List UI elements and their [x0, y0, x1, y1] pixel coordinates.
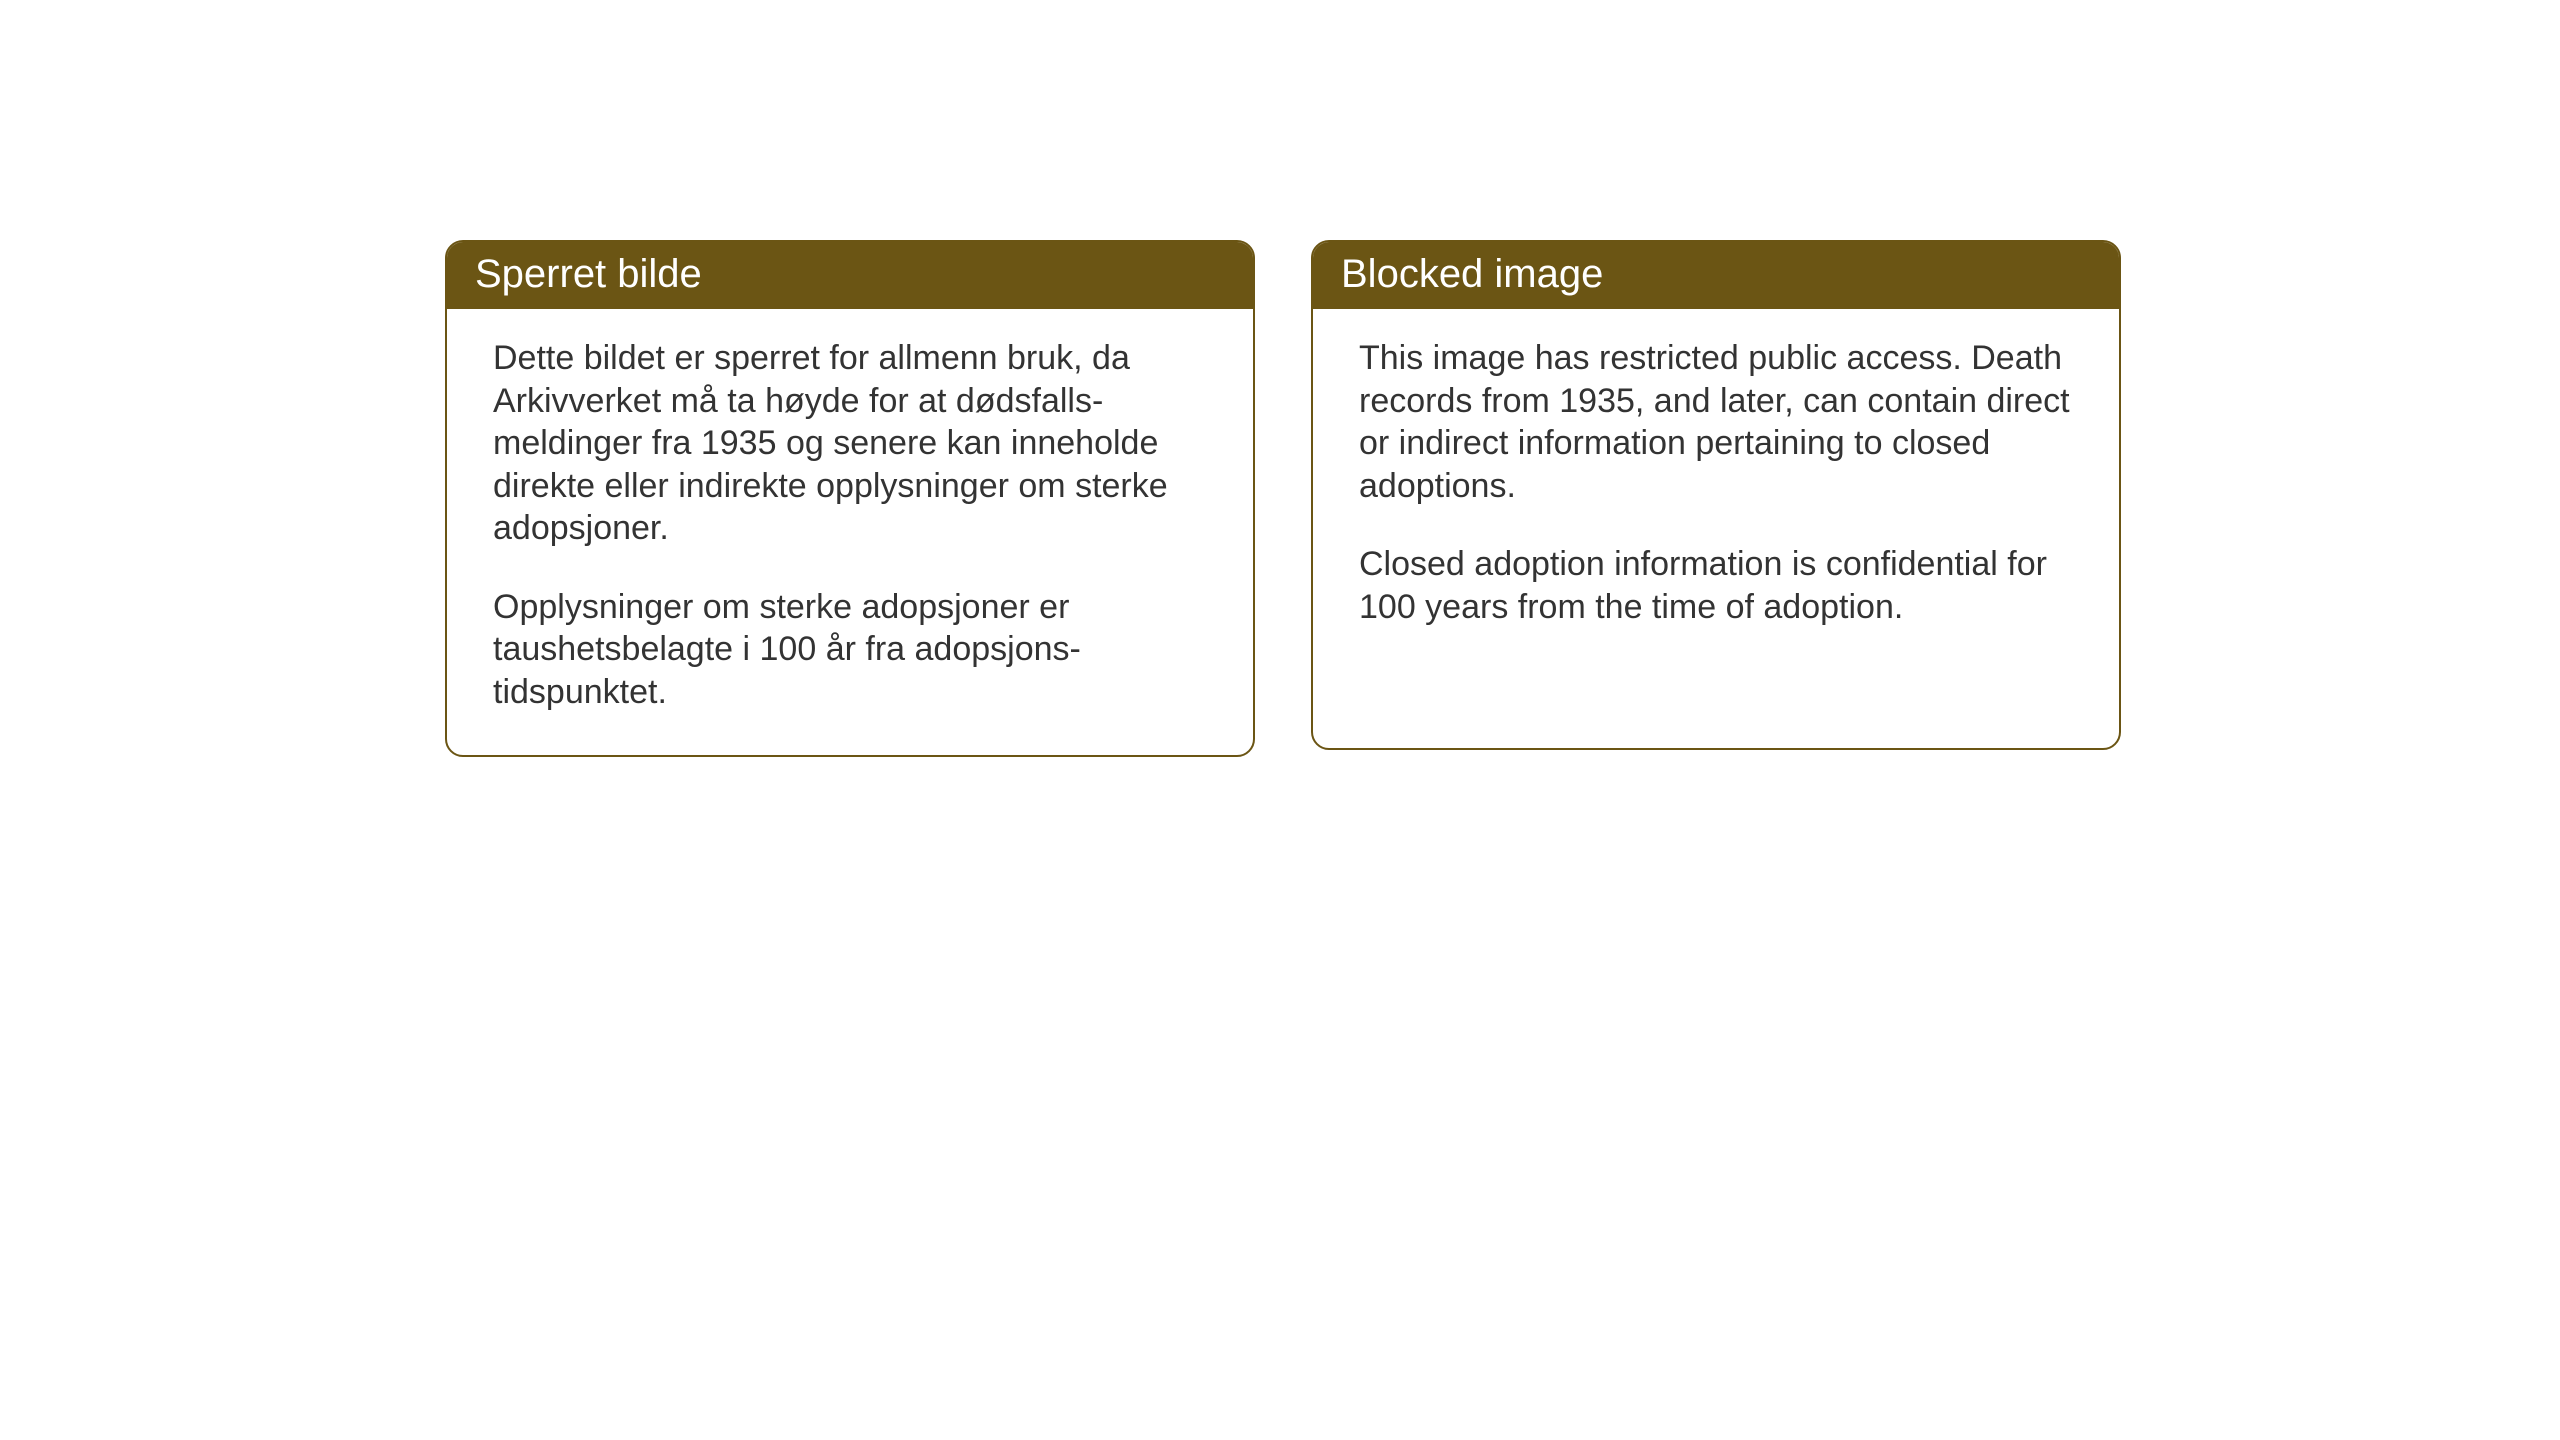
card-paragraph-1-norwegian: Dette bildet er sperret for allmenn bruk… — [493, 337, 1207, 550]
notice-card-english: Blocked image This image has restricted … — [1311, 240, 2121, 750]
card-title-norwegian: Sperret bilde — [475, 252, 702, 296]
notice-card-norwegian: Sperret bilde Dette bildet er sperret fo… — [445, 240, 1255, 757]
card-paragraph-1-english: This image has restricted public access.… — [1359, 337, 2073, 507]
card-header-norwegian: Sperret bilde — [447, 242, 1253, 309]
card-body-norwegian: Dette bildet er sperret for allmenn bruk… — [447, 309, 1253, 755]
card-header-english: Blocked image — [1313, 242, 2119, 309]
notice-container: Sperret bilde Dette bildet er sperret fo… — [445, 240, 2121, 757]
card-title-english: Blocked image — [1341, 252, 1603, 296]
card-paragraph-2-english: Closed adoption information is confident… — [1359, 543, 2073, 628]
card-paragraph-2-norwegian: Opplysninger om sterke adopsjoner er tau… — [493, 586, 1207, 714]
card-body-english: This image has restricted public access.… — [1313, 309, 2119, 670]
